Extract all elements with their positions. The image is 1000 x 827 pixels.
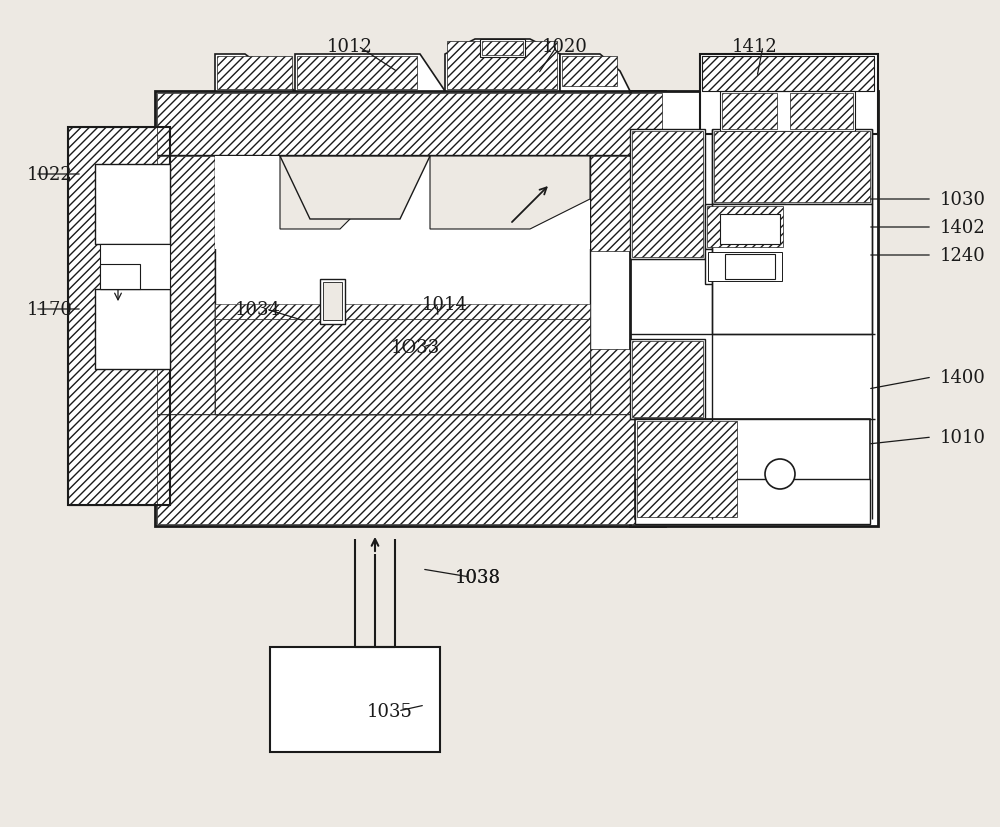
Text: 1020: 1020 [542, 38, 588, 56]
Bar [637, 422, 737, 518]
Bar [705, 250, 785, 284]
Bar [708, 253, 782, 282]
Bar [215, 157, 590, 414]
Bar [157, 414, 662, 524]
Bar [725, 255, 775, 280]
Text: 1035: 1035 [367, 702, 413, 720]
Bar [635, 480, 870, 524]
Bar [722, 94, 777, 130]
Text: 1038: 1038 [455, 568, 501, 586]
Bar [215, 304, 590, 319]
Bar [630, 92, 878, 526]
Bar [707, 207, 783, 248]
Bar [630, 130, 705, 260]
Bar [270, 648, 440, 752]
Bar [590, 350, 660, 414]
Polygon shape [560, 55, 630, 92]
Bar [157, 94, 662, 155]
Text: 1170: 1170 [27, 301, 73, 318]
Text: 1010: 1010 [940, 428, 986, 447]
Bar [632, 342, 703, 418]
Text: 1O33: 1O33 [390, 338, 440, 356]
Bar [217, 57, 292, 90]
Polygon shape [280, 157, 370, 230]
Bar [68, 128, 170, 505]
Bar [632, 131, 703, 258]
Polygon shape [430, 157, 590, 230]
Bar [590, 157, 660, 251]
Text: 1412: 1412 [732, 38, 778, 56]
Bar [635, 419, 870, 519]
Text: 1400: 1400 [940, 369, 986, 386]
Bar [68, 128, 170, 505]
Bar [95, 289, 170, 370]
Bar [215, 319, 590, 414]
Text: 1012: 1012 [327, 38, 373, 56]
Bar [482, 42, 523, 56]
Bar [155, 92, 665, 526]
Polygon shape [215, 55, 295, 92]
Polygon shape [280, 157, 430, 220]
Text: 1034: 1034 [235, 301, 281, 318]
Circle shape [765, 460, 795, 490]
Bar [100, 265, 140, 289]
Text: 1022: 1022 [27, 165, 73, 184]
Bar [720, 92, 855, 131]
Polygon shape [295, 55, 445, 92]
Bar [702, 57, 874, 92]
Polygon shape [215, 157, 590, 250]
Text: 1240: 1240 [940, 246, 986, 265]
Bar [157, 157, 215, 414]
Bar [100, 245, 170, 289]
Text: 1014: 1014 [422, 295, 468, 313]
Bar [702, 57, 874, 92]
Bar [95, 165, 170, 245]
Bar [714, 131, 870, 203]
Bar [320, 280, 345, 325]
Polygon shape [445, 40, 560, 92]
Bar [480, 40, 525, 58]
Bar [712, 130, 872, 205]
Bar [705, 205, 785, 250]
Bar [630, 340, 705, 419]
Bar [297, 57, 417, 90]
Bar [790, 94, 853, 130]
Bar [562, 57, 617, 87]
Bar [700, 55, 878, 135]
Text: 1030: 1030 [940, 191, 986, 208]
Text: 1038: 1038 [455, 568, 501, 586]
Bar [712, 205, 872, 335]
Text: 1402: 1402 [940, 218, 986, 237]
Bar [720, 215, 780, 245]
Bar [323, 283, 342, 321]
Bar [447, 42, 557, 90]
